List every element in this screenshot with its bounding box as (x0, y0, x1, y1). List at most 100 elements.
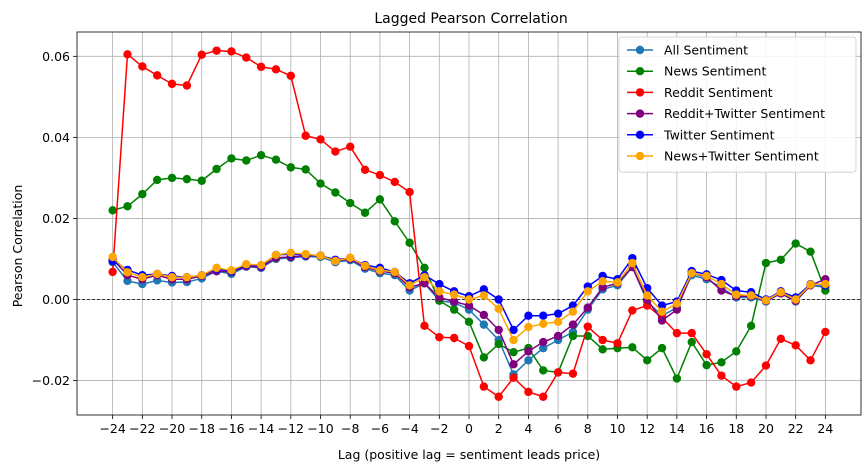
data-point (702, 360, 711, 370)
data-point (702, 271, 711, 281)
data-point (360, 261, 370, 271)
data-point (583, 287, 592, 296)
data-point (791, 341, 800, 350)
data-point (405, 187, 414, 197)
x-tick-label: 16 (699, 421, 715, 436)
data-point (242, 53, 251, 62)
data-point (806, 247, 815, 256)
data-point (598, 345, 607, 354)
data-point (256, 260, 266, 270)
data-point (123, 268, 132, 277)
data-point (539, 319, 548, 329)
x-tick-label: −20 (159, 421, 185, 436)
data-point (227, 47, 236, 56)
data-point (167, 79, 177, 89)
data-point (717, 286, 726, 295)
data-point (553, 317, 563, 326)
data-point (256, 62, 266, 72)
data-point (435, 279, 444, 289)
legend-marker (635, 88, 645, 97)
data-point (271, 65, 281, 74)
data-point (375, 195, 385, 204)
data-point (509, 360, 518, 369)
x-axis-label: Lag (positive lag = sentiment leads pric… (338, 447, 600, 462)
data-point (242, 260, 251, 269)
legend-marker (635, 45, 645, 55)
data-point (271, 155, 281, 164)
data-point (152, 175, 162, 185)
data-point (182, 174, 192, 184)
data-point (509, 373, 518, 382)
data-point (746, 378, 756, 387)
data-point (479, 353, 489, 362)
data-point (346, 142, 355, 151)
series-lines (108, 46, 830, 401)
y-tick-label: 0.02 (42, 211, 70, 226)
data-point (182, 81, 192, 90)
legend-label: Reddit Sentiment (664, 85, 773, 100)
data-point (524, 311, 533, 320)
data-point (197, 270, 206, 280)
x-tick-label: −14 (248, 421, 274, 436)
data-point (405, 281, 414, 290)
data-point (494, 392, 503, 401)
data-point (331, 256, 340, 266)
data-point (494, 304, 503, 314)
y-tick-label: 0.00 (42, 292, 70, 307)
data-point (539, 366, 548, 375)
data-point (539, 337, 548, 347)
data-point (331, 188, 340, 197)
data-point (539, 311, 548, 320)
x-tick-label: 2 (495, 421, 503, 436)
x-tick-label: −16 (218, 421, 244, 436)
data-point (539, 343, 548, 353)
data-point (687, 337, 696, 347)
x-tick-label: 0 (465, 421, 473, 436)
data-point (732, 290, 741, 299)
legend-label: News+Twitter Sentiment (664, 149, 819, 164)
y-axis-label: Pearson Correlation (10, 185, 25, 308)
data-point (524, 322, 533, 332)
data-point (316, 135, 325, 144)
data-point (286, 248, 296, 258)
legend-label: Reddit+Twitter Sentiment (664, 106, 825, 121)
y-tick-label: 0.06 (42, 49, 70, 64)
data-point (420, 273, 429, 282)
data-point (405, 238, 414, 247)
data-point (776, 287, 786, 297)
data-point (568, 331, 578, 341)
data-point (791, 295, 800, 304)
data-point (761, 296, 771, 305)
data-point (494, 295, 503, 304)
data-point (138, 62, 147, 71)
legend-label: News Sentiment (664, 64, 766, 79)
data-point (449, 305, 459, 314)
data-point (642, 356, 652, 365)
data-point (301, 131, 310, 140)
data-point (197, 176, 206, 185)
x-tick-label: −10 (307, 421, 333, 436)
data-point (657, 301, 667, 310)
data-point (138, 189, 147, 199)
data-point (227, 154, 236, 163)
y-tick-label: −0.02 (32, 373, 70, 388)
data-point (212, 263, 221, 273)
data-point (494, 325, 503, 335)
data-point (598, 277, 607, 286)
data-point (449, 297, 459, 306)
data-point (672, 374, 682, 383)
data-point (628, 258, 637, 268)
data-point (479, 382, 489, 391)
x-tick-label: 18 (728, 421, 744, 436)
x-tick-label: −18 (189, 421, 215, 436)
data-point (613, 339, 622, 348)
data-point (761, 258, 771, 268)
series-reddit-sentiment (108, 46, 830, 401)
data-point (108, 206, 117, 215)
data-point (479, 310, 489, 320)
data-point (583, 322, 592, 331)
data-point (821, 327, 830, 337)
data-point (301, 249, 310, 259)
x-tick-label: 10 (610, 421, 626, 436)
legend-label: All Sentiment (664, 43, 748, 58)
